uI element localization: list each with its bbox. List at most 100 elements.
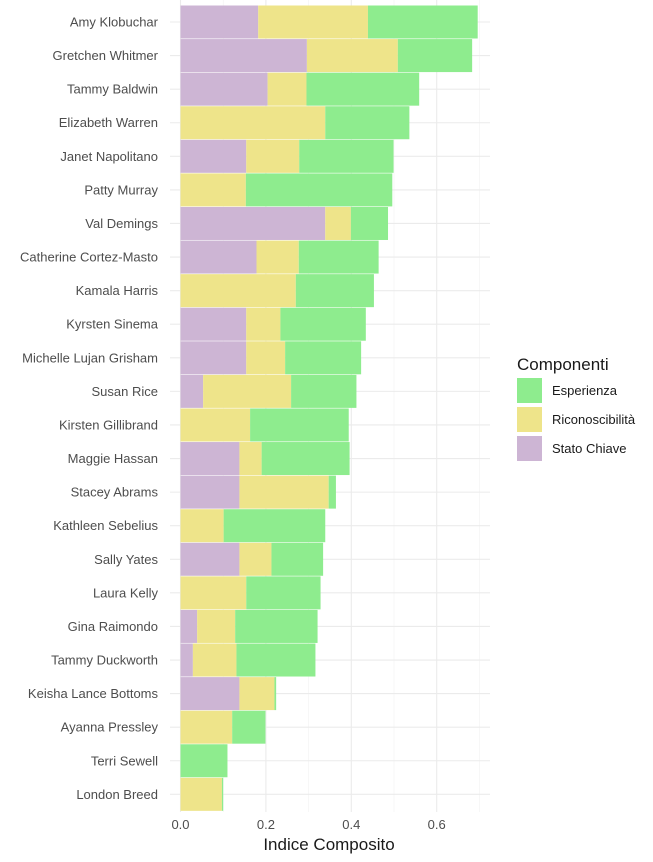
bar-riconoscibilit--keisha-lance-bottoms: [239, 677, 275, 711]
bar-stato-chiave-keisha-lance-bottoms: [180, 677, 240, 711]
y-tick-label: Kirsten Gillibrand: [59, 417, 158, 432]
legend-title: Componenti: [517, 355, 609, 374]
bar-riconoscibilit--stacey-abrams: [239, 475, 329, 509]
y-tick-label: Kyrsten Sinema: [66, 317, 159, 332]
y-tick-label: Maggie Hassan: [68, 451, 158, 466]
y-tick-label: Susan Rice: [92, 384, 158, 399]
bar-stato-chiave-gina-raimondo: [180, 609, 198, 643]
bar-riconoscibilit--patty-murray: [180, 173, 246, 207]
legend-swatch: [517, 407, 542, 432]
bar-stato-chiave-michelle-lujan-grisham: [180, 341, 247, 375]
y-tick-label: Gretchen Whitmer: [53, 48, 159, 63]
bar-esperienza-london-breed: [221, 777, 224, 811]
y-tick-label: Val Demings: [85, 216, 158, 231]
bar-stato-chiave-sally-yates: [180, 542, 240, 576]
legend-swatch: [517, 378, 542, 403]
bar-riconoscibilit--london-breed: [180, 777, 222, 811]
x-axis-ticks: 0.0 0.2 0.4 0.6: [171, 817, 445, 832]
bar-riconoscibilit--gretchen-whitmer: [306, 39, 398, 73]
x-tick-label: 0.2: [257, 817, 275, 832]
bar-stato-chiave-catherine-cortez-masto: [180, 240, 257, 274]
y-tick-label: Kamala Harris: [76, 283, 159, 298]
bar-riconoscibilit--tammy-baldwin: [267, 72, 307, 106]
bars: [180, 5, 478, 811]
y-tick-label: Janet Napolitano: [60, 149, 158, 164]
bar-esperienza-tammy-duckworth: [236, 643, 316, 677]
bar-stato-chiave-amy-klobuchar: [180, 5, 259, 39]
bar-riconoscibilit--laura-kelly: [180, 576, 247, 610]
bar-esperienza-kathleen-sebelius: [223, 509, 326, 543]
bar-riconoscibilit--elizabeth-warren: [180, 106, 326, 140]
bar-esperienza-elizabeth-warren: [325, 106, 410, 140]
bar-riconoscibilit--gina-raimondo: [197, 609, 236, 643]
bar-stato-chiave-gretchen-whitmer: [180, 39, 307, 73]
y-tick-label: Ayanna Pressley: [61, 720, 159, 735]
bar-esperienza-keisha-lance-bottoms: [274, 677, 277, 711]
bar-riconoscibilit--susan-rice: [203, 374, 292, 408]
legend-label: Riconoscibilità: [552, 412, 636, 427]
bar-stato-chiave-stacey-abrams: [180, 475, 240, 509]
y-tick-label: Gina Raimondo: [68, 619, 158, 634]
y-tick-label: Sally Yates: [94, 552, 158, 567]
bar-riconoscibilit--sally-yates: [239, 542, 272, 576]
bar-riconoscibilit--catherine-cortez-masto: [256, 240, 299, 274]
bar-stato-chiave-val-demings: [180, 206, 326, 240]
y-axis-labels: Amy Klobuchar Gretchen Whitmer Tammy Baldw…: [20, 15, 159, 802]
legend-swatch: [517, 436, 542, 461]
legend: Componenti Esperienza Riconoscibilità Stat…: [517, 355, 636, 461]
legend-label: Stato Chiave: [552, 441, 626, 456]
bar-riconoscibilit--kathleen-sebelius: [180, 509, 224, 543]
bar-esperienza-stacey-abrams: [328, 475, 336, 509]
y-tick-label: Amy Klobuchar: [70, 15, 159, 30]
bar-esperienza-laura-kelly: [246, 576, 321, 610]
bar-riconoscibilit--kyrsten-sinema: [246, 307, 281, 341]
bar-stato-chiave-tammy-baldwin: [180, 72, 268, 106]
bar-riconoscibilit--maggie-hassan: [239, 442, 262, 476]
bar-riconoscibilit--kamala-harris: [180, 274, 296, 308]
bar-stato-chiave-janet-napolitano: [180, 139, 247, 173]
bar-stato-chiave-maggie-hassan: [180, 442, 240, 476]
y-tick-label: Tammy Baldwin: [67, 82, 158, 97]
y-tick-label: Terri Sewell: [91, 753, 158, 768]
bar-esperienza-val-demings: [350, 206, 389, 240]
bar-esperienza-terri-sewell: [180, 744, 228, 778]
bar-riconoscibilit--michelle-lujan-grisham: [246, 341, 286, 375]
y-tick-label: Kathleen Sebelius: [53, 518, 158, 533]
legend-label: Esperienza: [552, 383, 618, 398]
bar-esperienza-patty-murray: [245, 173, 393, 207]
bar-esperienza-gina-raimondo: [235, 609, 318, 643]
y-tick-label: Patty Murray: [84, 182, 158, 197]
y-tick-label: Michelle Lujan Grisham: [22, 350, 158, 365]
y-tick-label: London Breed: [76, 787, 158, 802]
bar-riconoscibilit--kirsten-gillibrand: [180, 408, 251, 442]
bar-esperienza-sally-yates: [271, 542, 324, 576]
bar-stato-chiave-tammy-duckworth: [180, 643, 193, 677]
bar-esperienza-gretchen-whitmer: [397, 39, 473, 73]
bar-esperienza-maggie-hassan: [261, 442, 350, 476]
bar-esperienza-tammy-baldwin: [306, 72, 420, 106]
y-tick-label: Stacey Abrams: [71, 485, 159, 500]
x-axis-title: Indice Composito: [263, 835, 394, 854]
bar-riconoscibilit--amy-klobuchar: [258, 5, 368, 39]
bar-esperienza-susan-rice: [291, 374, 357, 408]
y-tick-label: Keisha Lance Bottoms: [28, 686, 159, 701]
x-tick-label: 0.6: [428, 817, 446, 832]
y-tick-label: Catherine Cortez-Masto: [20, 250, 158, 265]
bar-esperienza-ayanna-pressley: [232, 710, 266, 744]
bar-riconoscibilit--val-demings: [325, 206, 351, 240]
bar-esperienza-janet-napolitano: [299, 139, 394, 173]
y-tick-label: Tammy Duckworth: [51, 653, 158, 668]
bar-esperienza-kirsten-gillibrand: [250, 408, 349, 442]
y-tick-label: Laura Kelly: [93, 585, 159, 600]
bar-riconoscibilit--tammy-duckworth: [192, 643, 237, 677]
bar-riconoscibilit--janet-napolitano: [246, 139, 300, 173]
bar-esperienza-kyrsten-sinema: [280, 307, 366, 341]
bar-esperienza-kamala-harris: [295, 274, 374, 308]
bar-stato-chiave-kyrsten-sinema: [180, 307, 247, 341]
bar-stato-chiave-susan-rice: [180, 374, 204, 408]
x-tick-label: 0.4: [342, 817, 360, 832]
bar-esperienza-michelle-lujan-grisham: [285, 341, 362, 375]
bar-esperienza-amy-klobuchar: [367, 5, 478, 39]
bar-riconoscibilit--ayanna-pressley: [180, 710, 233, 744]
